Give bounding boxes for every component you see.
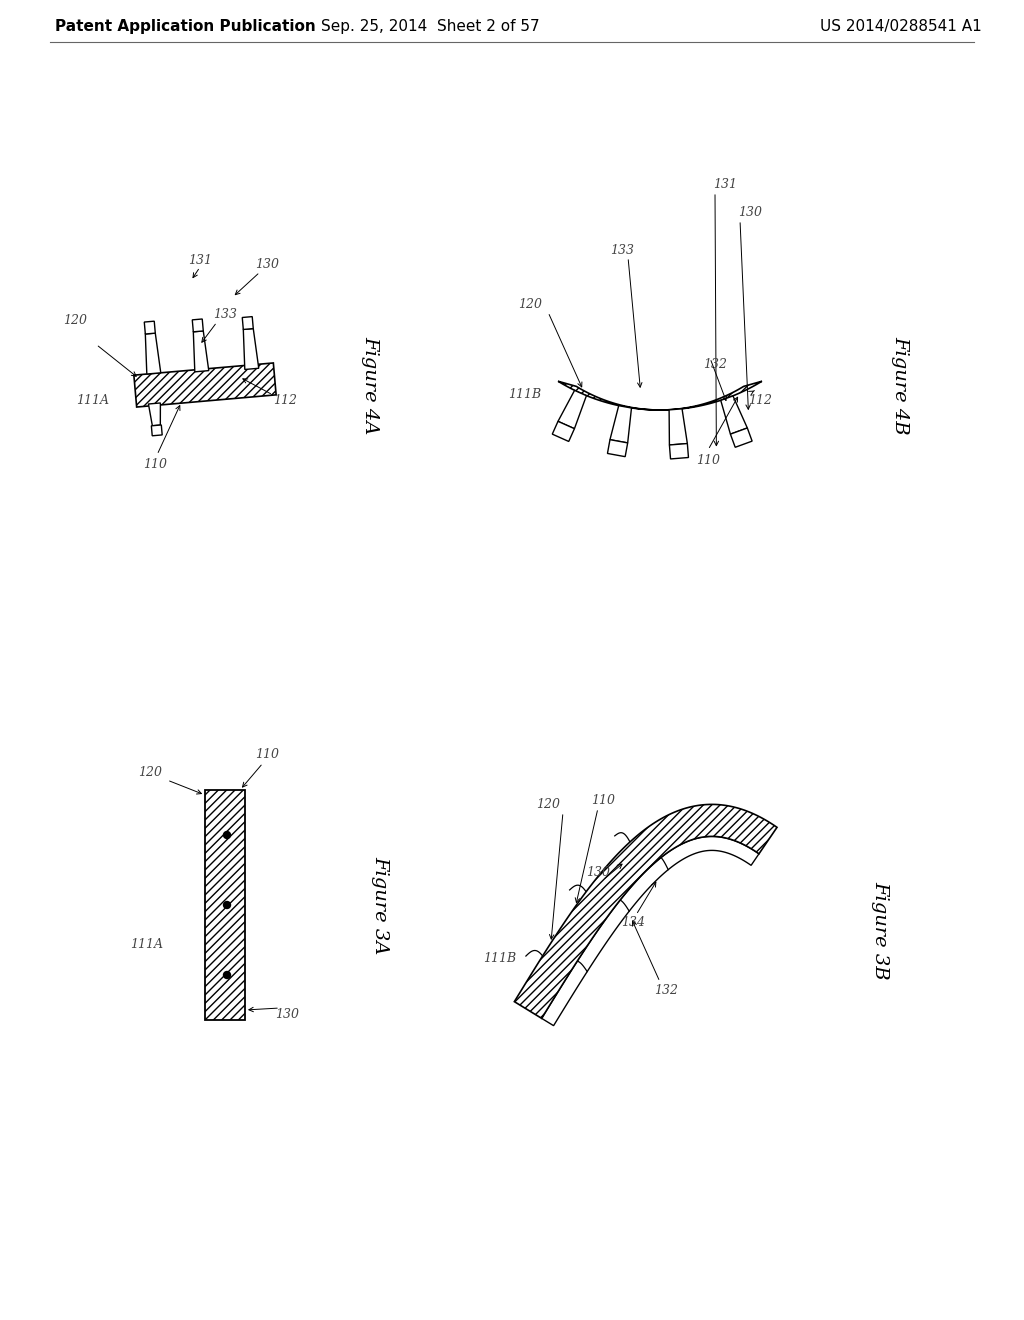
Text: 112: 112	[273, 393, 297, 407]
Text: Figure 4B: Figure 4B	[891, 335, 909, 434]
Text: 120: 120	[63, 314, 87, 326]
Polygon shape	[514, 804, 777, 1018]
Polygon shape	[552, 421, 574, 441]
Polygon shape	[610, 405, 632, 444]
Text: 133: 133	[213, 309, 237, 322]
Polygon shape	[607, 440, 628, 457]
Text: 120: 120	[518, 298, 542, 312]
Circle shape	[223, 832, 230, 838]
Circle shape	[223, 902, 230, 908]
Text: 133: 133	[610, 243, 634, 256]
Polygon shape	[669, 409, 687, 445]
Polygon shape	[144, 321, 156, 334]
Text: Sep. 25, 2014  Sheet 2 of 57: Sep. 25, 2014 Sheet 2 of 57	[321, 20, 540, 34]
Text: 111A: 111A	[77, 393, 110, 407]
Text: 112: 112	[748, 393, 772, 407]
Polygon shape	[558, 391, 587, 429]
Text: 111A: 111A	[130, 939, 164, 952]
Polygon shape	[244, 329, 259, 370]
Text: 131: 131	[188, 253, 212, 267]
Text: 130: 130	[738, 206, 762, 219]
Polygon shape	[134, 363, 276, 407]
Polygon shape	[152, 425, 162, 436]
Text: 131: 131	[713, 178, 737, 191]
Text: 132: 132	[654, 983, 678, 997]
Polygon shape	[558, 381, 762, 411]
Text: 110: 110	[143, 458, 167, 471]
Text: Figure 4A: Figure 4A	[361, 335, 379, 434]
Polygon shape	[193, 319, 204, 331]
Polygon shape	[542, 837, 759, 1026]
Polygon shape	[730, 428, 752, 447]
Text: Patent Application Publication: Patent Application Publication	[55, 20, 315, 34]
Text: 110: 110	[696, 454, 720, 466]
Polygon shape	[670, 444, 688, 459]
Text: 120: 120	[138, 767, 162, 780]
Polygon shape	[145, 333, 161, 374]
Bar	[205, 789, 245, 1020]
Polygon shape	[243, 317, 253, 330]
Text: 110: 110	[591, 793, 615, 807]
Text: 111B: 111B	[483, 952, 516, 965]
Circle shape	[223, 972, 230, 978]
Text: 130: 130	[586, 866, 610, 879]
Text: 130: 130	[275, 1008, 299, 1022]
Text: US 2014/0288541 A1: US 2014/0288541 A1	[820, 20, 982, 34]
Text: Figure 3A: Figure 3A	[371, 855, 389, 954]
Text: 130: 130	[255, 259, 279, 272]
Text: 120: 120	[536, 799, 560, 812]
Polygon shape	[148, 403, 161, 426]
Text: 110: 110	[255, 748, 279, 762]
Text: 111B: 111B	[509, 388, 542, 401]
Text: 132: 132	[703, 359, 727, 371]
Polygon shape	[194, 331, 209, 372]
Polygon shape	[721, 396, 748, 434]
Text: 134: 134	[621, 916, 645, 928]
Text: Figure 3B: Figure 3B	[871, 880, 889, 979]
